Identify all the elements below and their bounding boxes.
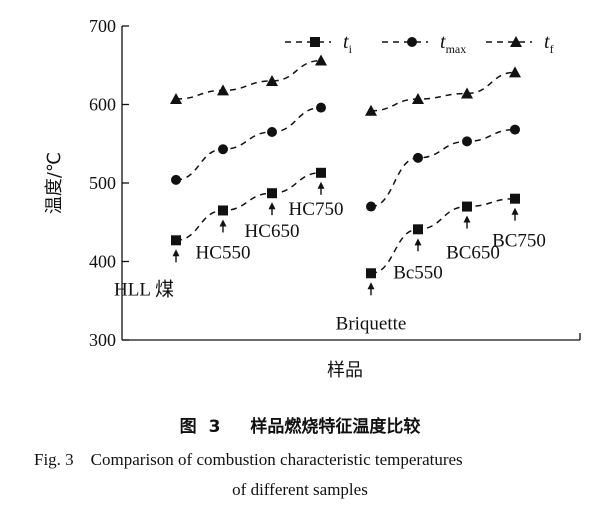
marker-tf bbox=[365, 104, 377, 116]
sample-label: HC550 bbox=[196, 242, 251, 263]
legend-marker-tmax bbox=[407, 37, 417, 47]
legend-label-tmax: tmax bbox=[440, 31, 466, 56]
marker-ti bbox=[267, 188, 277, 199]
label-arrowhead bbox=[268, 202, 276, 210]
label-arrowhead bbox=[414, 238, 422, 246]
label-arrowhead bbox=[317, 181, 325, 189]
legend-label-tf: tf bbox=[544, 31, 554, 56]
line-ti-group-2 bbox=[370, 197, 516, 275]
marker-tf bbox=[412, 93, 424, 105]
marker-ti bbox=[462, 201, 472, 212]
y-tick-label: 500 bbox=[89, 173, 116, 193]
chart-legend: ti tmax tf bbox=[285, 31, 554, 56]
y-tick-label: 400 bbox=[89, 252, 116, 272]
line-tf-group-2 bbox=[370, 71, 516, 112]
figure-title-cn: 样品燃烧特征温度比较 bbox=[250, 417, 421, 437]
series-lines bbox=[175, 59, 516, 275]
x-axis-label: 样品 bbox=[327, 360, 363, 381]
series-markers bbox=[170, 54, 521, 279]
marker-ti bbox=[316, 167, 326, 178]
marker-tmax bbox=[316, 102, 326, 113]
line-tmax-group-1 bbox=[175, 106, 322, 181]
sample-label: BC650 bbox=[446, 243, 500, 264]
y-tick-label: 600 bbox=[89, 95, 116, 115]
marker-tf bbox=[509, 66, 521, 78]
legend-marker-ti bbox=[310, 37, 320, 47]
marker-tmax bbox=[218, 144, 228, 155]
chart-axes: 300 400 500 600 700 温度/℃ 样品 bbox=[44, 16, 581, 381]
legend-label-ti: ti bbox=[343, 31, 353, 56]
sample-label: Bc550 bbox=[393, 262, 443, 283]
label-arrowhead bbox=[463, 215, 471, 223]
marker-ti bbox=[413, 224, 423, 235]
sample-label: HLL 煤 bbox=[114, 278, 174, 300]
marker-ti bbox=[510, 193, 520, 204]
marker-tf bbox=[217, 84, 229, 96]
figure-caption-en-line2: of different samples bbox=[232, 480, 368, 499]
legend-marker-tf bbox=[510, 36, 522, 47]
sample-label: BC750 bbox=[492, 231, 546, 252]
marker-tf bbox=[266, 74, 278, 86]
figure-number-cn: 图 3 bbox=[179, 417, 221, 437]
line-tf-group-1 bbox=[175, 59, 322, 100]
marker-tmax bbox=[462, 136, 472, 147]
marker-tf bbox=[315, 54, 327, 66]
sample-label: HC650 bbox=[245, 221, 300, 242]
y-tick-label: 300 bbox=[89, 330, 116, 350]
marker-tmax bbox=[510, 124, 520, 135]
marker-tmax bbox=[171, 174, 181, 185]
marker-tmax bbox=[267, 126, 277, 137]
sample-label: HC750 bbox=[289, 199, 344, 220]
marker-ti bbox=[366, 268, 376, 279]
figure-caption-cn: 图 3 样品燃烧特征温度比较 bbox=[0, 412, 600, 437]
figure-caption-en-line1: Fig. 3 Comparison of combustion characte… bbox=[34, 450, 463, 469]
temperature-chart: 300 400 500 600 700 温度/℃ 样品 ti tmax tf HLL 煤 HC55… bbox=[44, 16, 581, 381]
sample-label: Briquette bbox=[336, 313, 407, 334]
marker-ti bbox=[218, 205, 228, 216]
y-tick-label: 700 bbox=[89, 16, 116, 36]
figure-caption-en: Fig. 3 Comparison of combustion characte… bbox=[0, 445, 600, 505]
label-arrowhead bbox=[511, 207, 519, 215]
marker-tmax bbox=[366, 201, 376, 212]
marker-tmax bbox=[413, 152, 423, 163]
y-axis-label: 温度/℃ bbox=[44, 152, 65, 214]
marker-tf bbox=[461, 87, 473, 99]
label-arrowhead bbox=[367, 282, 375, 290]
marker-tf bbox=[170, 93, 182, 105]
line-tmax-group-2 bbox=[370, 128, 516, 208]
label-arrowhead bbox=[219, 219, 227, 227]
marker-ti bbox=[171, 235, 181, 246]
label-arrowhead bbox=[172, 249, 180, 257]
